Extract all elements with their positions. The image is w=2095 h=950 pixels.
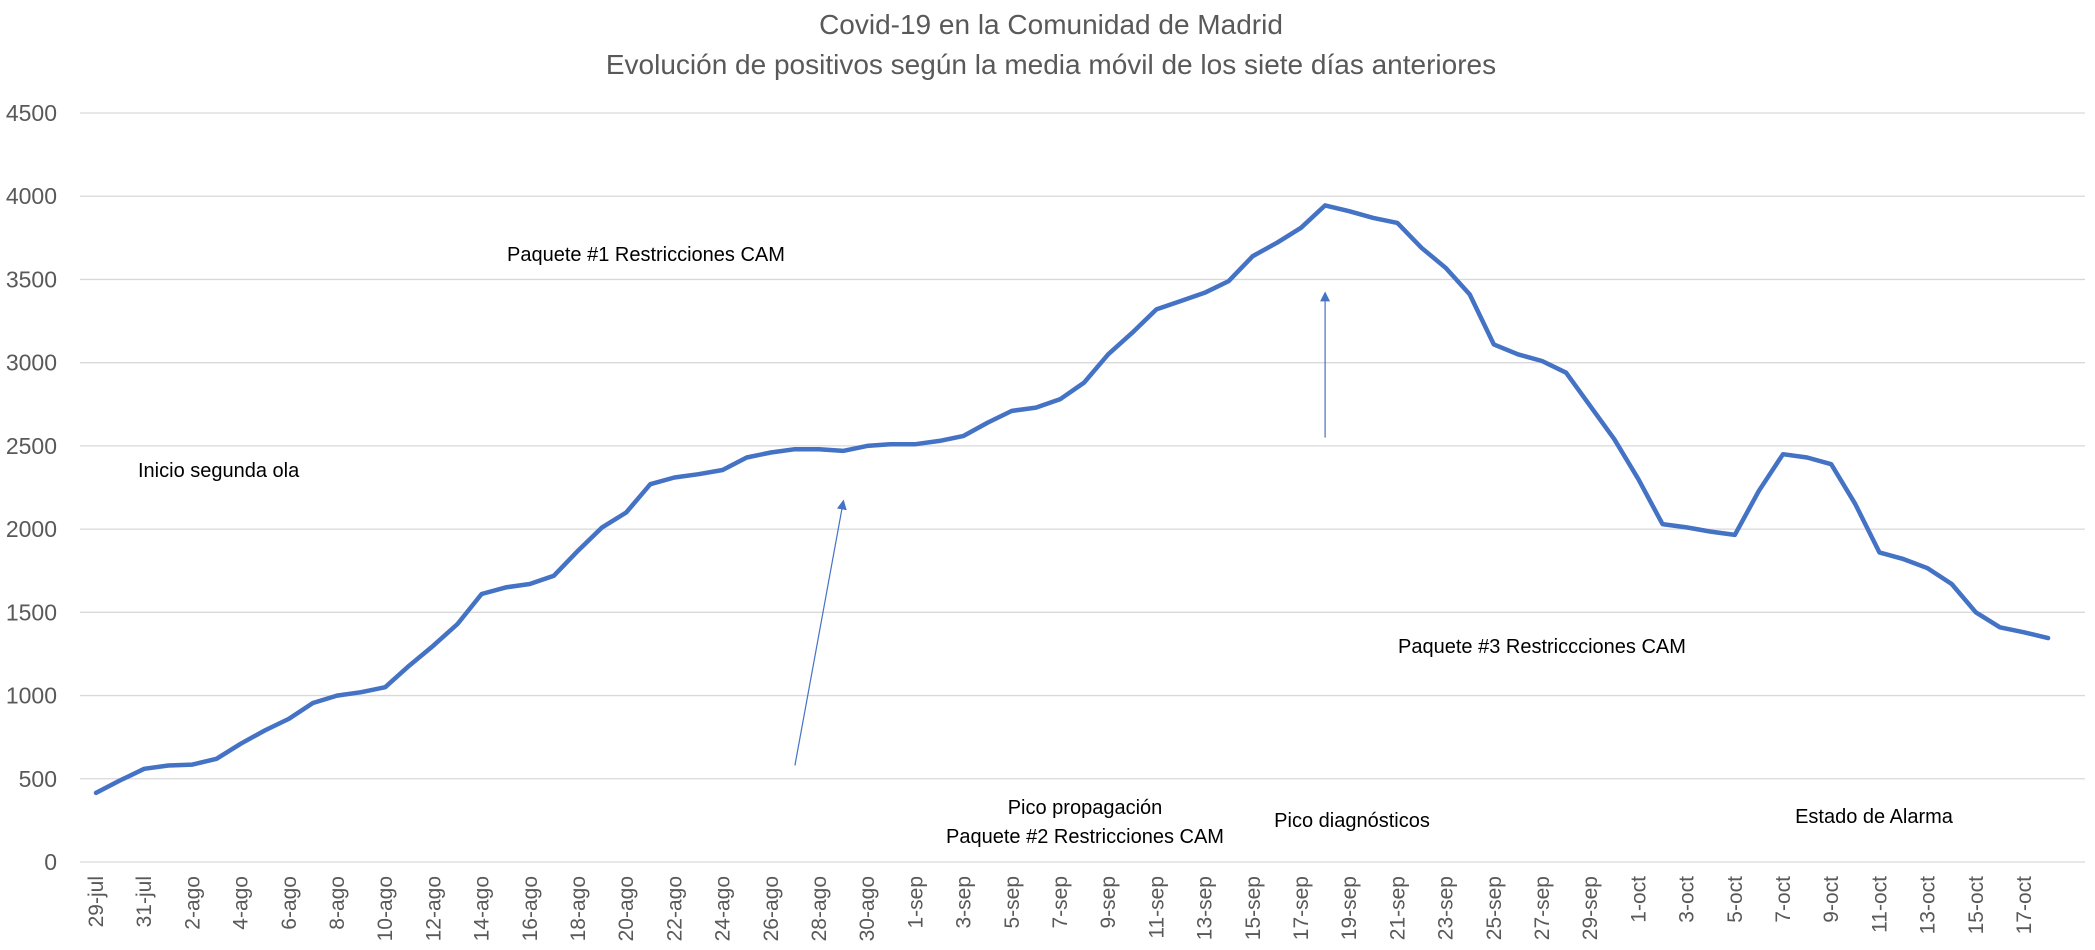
x-tick-label: 29-sep [1579, 876, 1602, 940]
x-tick-label: 3-oct [1676, 876, 1699, 923]
chart-subtitle: Evolución de positivos según la media mó… [606, 49, 1496, 80]
x-tick-label: 23-sep [1435, 876, 1458, 940]
x-tick-label: 13-oct [1917, 876, 1940, 935]
x-tick-label: 15-sep [1242, 876, 1265, 940]
x-tick-label: 6-ago [278, 876, 301, 930]
x-tick-label: 11-oct [1868, 876, 1891, 933]
annotation-label: Inicio segunda ola [138, 460, 300, 482]
chart-title: Covid-19 en la Comunidad de Madrid [819, 9, 1283, 40]
annotations: Inicio segunda ola Paquete #1 Restriccion… [138, 244, 1954, 848]
x-tick-label: 9-oct [1820, 876, 1843, 923]
x-tick-label: 9-sep [1097, 876, 1120, 929]
x-tick-label: 1-sep [904, 876, 927, 929]
x-tick-label: 3-sep [953, 876, 976, 929]
x-tick-label: 19-sep [1338, 876, 1361, 940]
x-tick-label: 17-sep [1290, 876, 1313, 940]
annotation-label: Pico diagnósticos [1274, 810, 1430, 832]
y-tick-label: 1500 [6, 599, 57, 625]
y-tick-label: 0 [44, 849, 57, 875]
x-tick-label: 24-ago [712, 876, 735, 941]
x-tick-label: 27-sep [1531, 876, 1554, 940]
x-tick-label: 14-ago [471, 876, 494, 941]
annotation-label: Paquete #3 Restriccciones CAM [1398, 636, 1686, 658]
x-tick-label: 12-ago [422, 876, 445, 941]
y-tick-label: 2500 [6, 433, 57, 459]
annotation-label: Paquete #2 Restricciones CAM [946, 826, 1224, 848]
x-tick-label: 25-sep [1483, 876, 1506, 940]
x-tick-label: 5-oct [1724, 876, 1747, 923]
y-tick-label: 3000 [6, 350, 57, 376]
annotation-label: Estado de Alarma [1795, 806, 1954, 828]
x-tick-label: 16-ago [519, 876, 542, 941]
y-tick-label: 4500 [6, 100, 57, 126]
x-tick-label: 4-ago [230, 876, 253, 930]
annotation-arrow [794, 499, 847, 766]
y-tick-label: 500 [19, 766, 57, 792]
y-tick-label: 3500 [6, 266, 57, 292]
x-tick-label: 13-sep [1194, 876, 1217, 940]
x-tick-label: 15-oct [1965, 876, 1988, 935]
x-tick-label: 11-sep [1145, 876, 1168, 939]
x-tick-label: 10-ago [374, 876, 397, 941]
x-tick-label: 7-oct [1772, 876, 1795, 923]
x-tick-label: 29-jul [85, 876, 108, 927]
annotation-label: Pico propagación [1008, 797, 1163, 819]
y-tick-label: 1000 [6, 683, 57, 709]
y-tick-label: 4000 [6, 183, 57, 209]
x-tick-label: 21-sep [1386, 876, 1409, 940]
x-tick-label: 18-ago [567, 876, 590, 941]
x-tick-label: 5-sep [1001, 876, 1024, 929]
series-line [93, 203, 2051, 796]
x-tick-label: 17-oct [2013, 876, 2036, 935]
series-layer [93, 203, 2051, 796]
x-tick-label: 28-ago [808, 876, 831, 941]
y-tick-label: 2000 [6, 516, 57, 542]
gridlines [80, 112, 2085, 863]
x-tick-label: 26-ago [760, 876, 783, 941]
x-tick-label: 22-ago [663, 876, 686, 941]
x-tick-label: 20-ago [615, 876, 638, 941]
x-tick-label: 8-ago [326, 876, 349, 930]
x-tick-label: 30-ago [856, 876, 879, 941]
x-tick-label: 31-jul [133, 876, 156, 927]
annotation-label: Paquete #1 Restricciones CAM [507, 244, 785, 266]
x-tick-label: 1-oct [1627, 876, 1650, 923]
x-tick-label: 7-sep [1049, 876, 1072, 929]
y-axis-ticks: 0 500 1000 1500 2000 2500 3000 3500 4000 4500 [6, 100, 57, 875]
x-tick-label: 2-ago [181, 876, 204, 930]
x-axis-ticks: 29-jul 31-jul 2-ago 4-ago 6-ago 8-ago 10-ago 12… [85, 876, 2036, 942]
